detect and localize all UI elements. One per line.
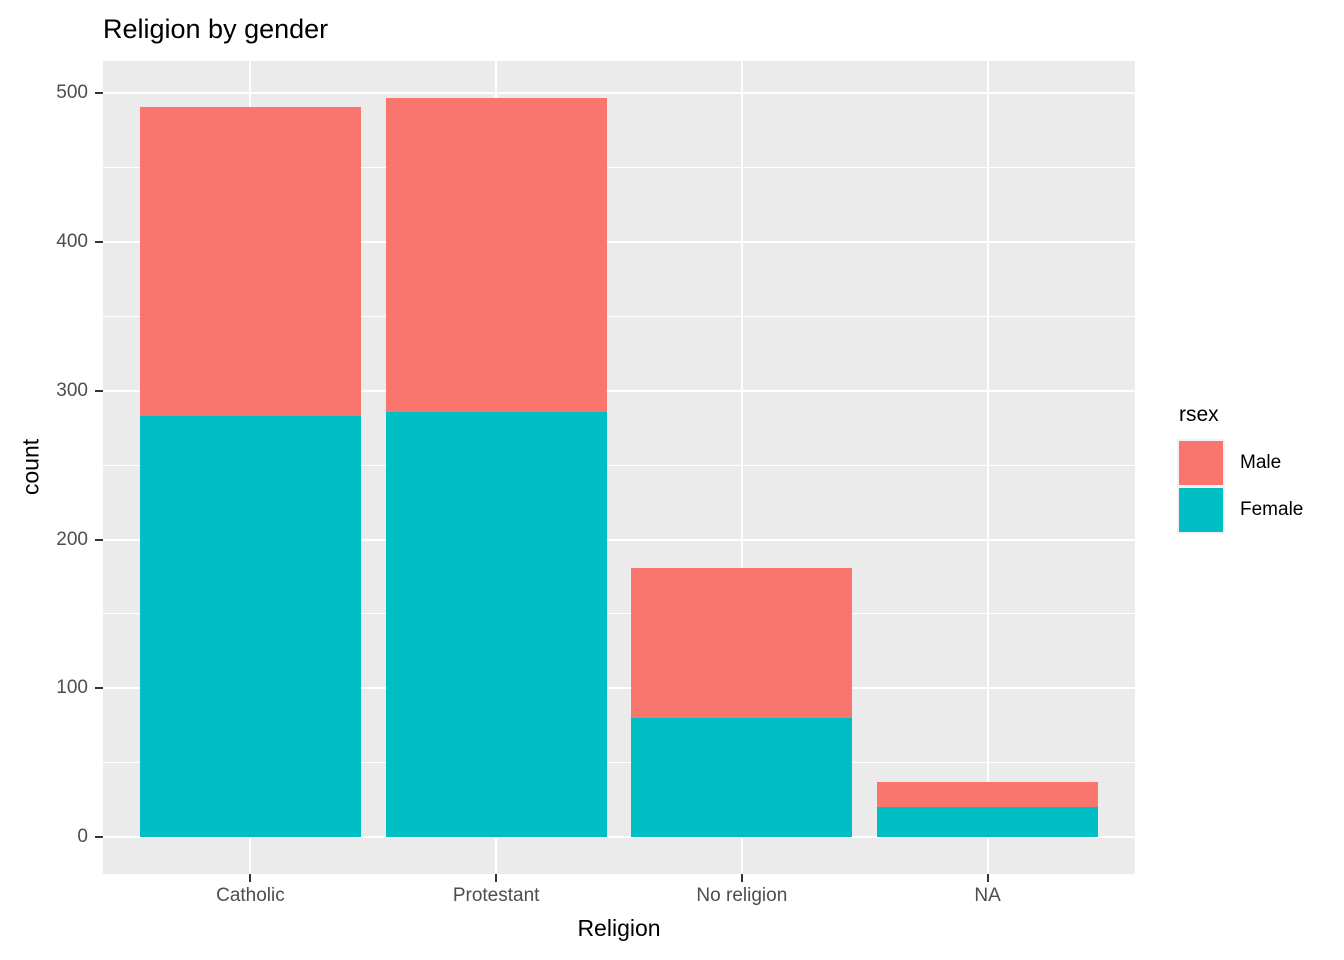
y-axis-tick-label-0: 0 xyxy=(77,826,88,848)
x-axis-tick-mark-catholic xyxy=(249,874,252,882)
x-axis-tick-label-no-religion: No religion xyxy=(696,885,788,906)
legend-label-male: Male xyxy=(1240,452,1282,473)
legend-label-female: Female xyxy=(1240,499,1304,520)
legend: rsex Male Female xyxy=(1177,403,1304,535)
gridline-minor-y350 xyxy=(103,316,1135,318)
gridline-vertical-no-religion xyxy=(740,61,743,874)
gridline-vertical-na xyxy=(986,61,989,874)
bar-segment-protestant-female xyxy=(385,411,607,838)
x-axis-tick-label-catholic: Catholic xyxy=(216,885,285,906)
gridline-minor-y50 xyxy=(103,762,1135,764)
gridline-minor-y450 xyxy=(103,167,1135,169)
gridline-major-y500 xyxy=(103,92,1135,95)
gridline-major-y100 xyxy=(103,687,1135,690)
y-axis-tick-mark-500 xyxy=(95,92,103,95)
x-axis-tick-mark-na xyxy=(986,874,989,882)
x-axis-tick-label-protestant: Protestant xyxy=(452,885,540,906)
y-axis-tick-label-200: 200 xyxy=(56,528,88,550)
y-axis-tick-label-100: 100 xyxy=(56,677,88,699)
legend-item-female: Female xyxy=(1177,486,1304,534)
bar-segment-na-female xyxy=(877,807,1099,838)
x-axis-tick-mark-protestant xyxy=(495,874,498,882)
x-axis-tick-label-na: NA xyxy=(974,885,1001,906)
y-axis-tick-label-500: 500 xyxy=(56,82,88,104)
bar-segment-protestant-male xyxy=(385,97,607,412)
chart-title: Religion by gender xyxy=(103,14,329,44)
gridline-minor-y250 xyxy=(103,464,1135,466)
legend-items: Male Female xyxy=(1177,439,1304,534)
legend-item-male: Male xyxy=(1177,439,1303,487)
gridline-major-y300 xyxy=(103,389,1135,392)
x-axis-title: Religion xyxy=(577,915,661,941)
bar-segment-catholic-male xyxy=(139,106,361,417)
y-axis-tick-mark-400 xyxy=(95,241,103,244)
y-axis-tick-label-300: 300 xyxy=(56,379,88,401)
gridline-major-y0 xyxy=(103,836,1135,839)
plot-panel xyxy=(103,61,1135,874)
legend-key-male xyxy=(1177,439,1225,487)
bar-segment-no-religion-male xyxy=(631,567,853,719)
legend-key-female xyxy=(1177,486,1225,534)
y-axis-title: count xyxy=(17,438,44,496)
x-axis-tick-mark-no-religion xyxy=(740,874,743,882)
bar-segment-na-male xyxy=(877,782,1099,808)
legend-title: rsex xyxy=(1179,403,1219,426)
y-axis-tick-mark-100 xyxy=(95,687,103,690)
gridline-minor-y150 xyxy=(103,613,1135,615)
bar-segment-no-religion-female xyxy=(631,718,853,838)
y-axis-tick-label-400: 400 xyxy=(56,231,88,253)
gridline-major-y200 xyxy=(103,538,1135,541)
y-axis-tick-mark-200 xyxy=(95,538,103,541)
bar-segment-catholic-female xyxy=(139,416,361,838)
y-axis-tick-mark-300 xyxy=(95,389,103,392)
y-axis-tick-mark-0 xyxy=(95,836,103,839)
gridline-major-y400 xyxy=(103,241,1135,244)
